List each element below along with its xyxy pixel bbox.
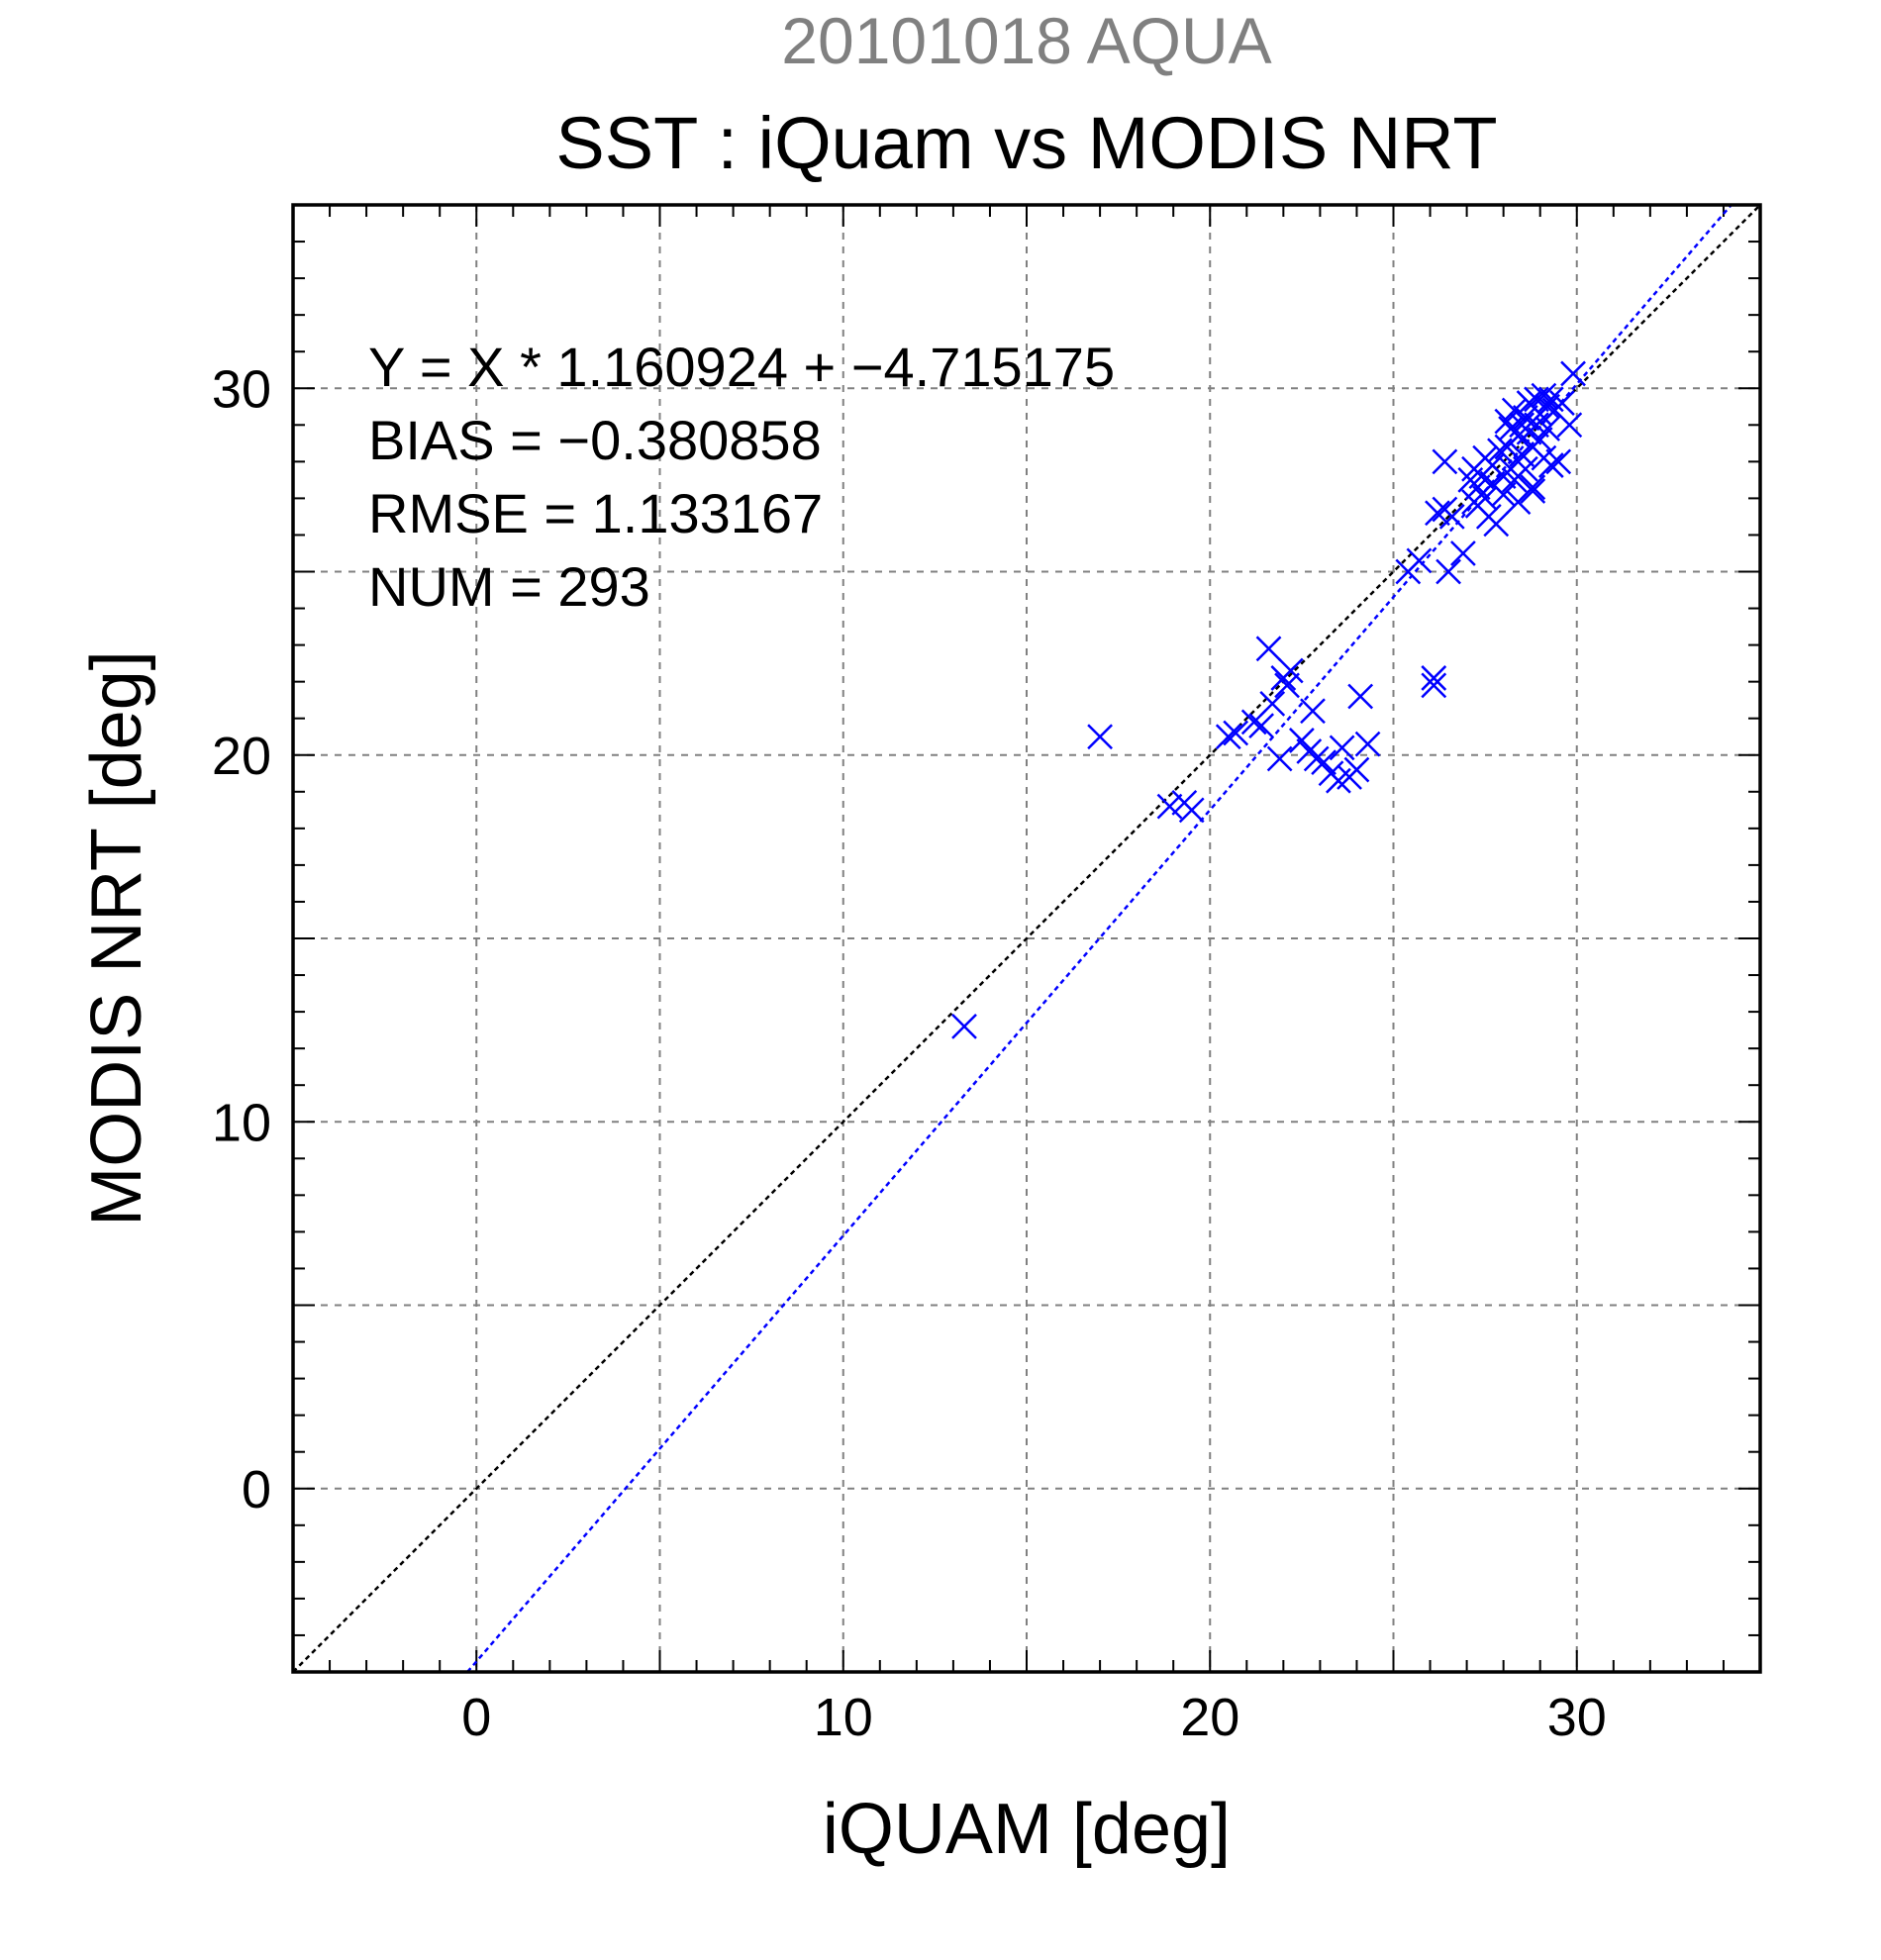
- data-point: [1274, 672, 1300, 699]
- data-point: [1178, 797, 1205, 824]
- data-point: [1223, 720, 1249, 746]
- data-point: [1509, 441, 1535, 467]
- data-point: [1255, 636, 1282, 662]
- y-tick-label: 0: [242, 1460, 271, 1519]
- data-point: [1487, 438, 1513, 464]
- data-point: [1421, 665, 1447, 691]
- data-point: [1512, 405, 1538, 431]
- data-points: [951, 360, 1586, 1039]
- data-point: [1545, 448, 1572, 475]
- data-point: [1436, 558, 1461, 585]
- data-point: [1534, 416, 1560, 441]
- data-point: [1259, 690, 1286, 717]
- plot-frame: [291, 203, 1762, 1674]
- data-point: [1277, 657, 1304, 684]
- data-point: [1421, 672, 1447, 699]
- data-point: [1347, 683, 1374, 710]
- data-point: [1311, 749, 1336, 776]
- data-point: [1490, 481, 1517, 508]
- x-axis-label: iQUAM [deg]: [823, 1790, 1231, 1869]
- data-point: [1483, 511, 1510, 538]
- num-value: NUM = 293: [368, 555, 650, 618]
- data-point: [1248, 713, 1275, 738]
- data-point: [1534, 393, 1560, 420]
- data-point: [1549, 390, 1575, 416]
- data-point: [1450, 540, 1476, 566]
- data-point: [1215, 724, 1241, 750]
- data-point: [1329, 735, 1355, 761]
- rmse-value: RMSE = 1.133167: [368, 482, 823, 544]
- fit-equation: Y = X * 1.160924 + −4.715175: [368, 336, 1115, 398]
- data-point: [1520, 478, 1546, 504]
- y-tick-label: 30: [212, 359, 271, 419]
- data-point: [1288, 728, 1315, 753]
- data-point: [1520, 474, 1546, 501]
- data-point: [1425, 500, 1450, 527]
- data-point: [1432, 448, 1458, 475]
- x-tick-label: 0: [461, 1688, 491, 1747]
- fit-line: [466, 204, 1732, 1673]
- y-tick-label: 20: [212, 727, 271, 786]
- data-point: [1438, 504, 1465, 530]
- y-tick-label: 10: [212, 1093, 271, 1152]
- y-axis-label: MODIS NRT [deg]: [77, 650, 156, 1226]
- data-point: [1156, 793, 1183, 820]
- stats-annotation: Y = X * 1.160924 + −4.715175 BIAS = −0.3…: [368, 336, 1115, 618]
- chart-title: SST : iQuam vs MODIS NRT: [555, 102, 1497, 184]
- data-point: [1354, 731, 1381, 757]
- data-point: [1501, 397, 1528, 424]
- grid: [293, 205, 1760, 1672]
- data-point: [1266, 745, 1293, 772]
- x-tick-label: 30: [1547, 1688, 1607, 1747]
- data-point: [1343, 756, 1370, 783]
- data-point: [1556, 412, 1583, 439]
- x-tick-label: 20: [1180, 1688, 1239, 1747]
- data-point: [1300, 698, 1326, 725]
- minor-ticks: [293, 205, 1760, 1672]
- tick-labels: 0 10 20 30 0 10 20 30: [212, 359, 1607, 1747]
- data-point: [1537, 452, 1564, 478]
- bias-value: BIAS = −0.380858: [368, 409, 822, 471]
- data-point: [1560, 360, 1586, 387]
- data-point: [1512, 455, 1538, 482]
- data-point: [951, 1014, 977, 1039]
- data-point: [1087, 724, 1113, 750]
- data-point: [1406, 547, 1433, 574]
- chart-supertitle: 20101018 AQUA: [781, 4, 1271, 77]
- x-tick-label: 10: [814, 1688, 873, 1747]
